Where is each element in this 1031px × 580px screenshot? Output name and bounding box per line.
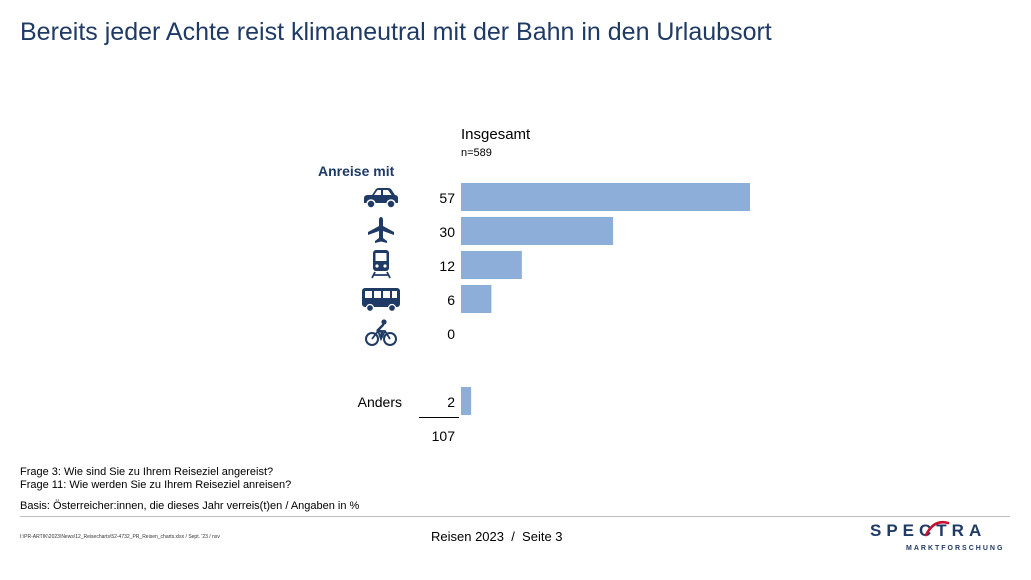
bar bbox=[461, 285, 492, 313]
data-label: 2 bbox=[447, 394, 455, 410]
footnote-question-11: Frage 11: Wie werden Sie zu Ihrem Reisez… bbox=[20, 479, 292, 491]
logo-subline: MARKTFORSCHUNG bbox=[906, 545, 1005, 552]
basis-note: Basis: Österreicher:innen, die dieses Ja… bbox=[20, 500, 360, 512]
page-footer: Reisen 2023 / Seite 3 bbox=[431, 529, 563, 544]
data-label: 30 bbox=[439, 224, 455, 240]
bar bbox=[461, 387, 472, 415]
plane-icon bbox=[360, 215, 402, 245]
data-label: 6 bbox=[447, 292, 455, 308]
car-icon bbox=[360, 183, 402, 213]
page-title: Bereits jeder Achte reist klimaneutral m… bbox=[20, 18, 772, 46]
bar bbox=[461, 217, 614, 245]
question-footnotes: Frage 3: Wie sind Sie zu Ihrem Reiseziel… bbox=[20, 466, 291, 492]
logo-swoosh-icon bbox=[924, 520, 950, 537]
bar bbox=[461, 251, 522, 279]
total-value: 107 bbox=[431, 428, 455, 444]
category-label: Anders bbox=[358, 394, 402, 410]
file-path: I:\PR-ARTIK\2023\News\12_Reisecharts\52-… bbox=[20, 534, 220, 540]
data-label: 57 bbox=[439, 190, 455, 206]
sum-divider bbox=[419, 417, 459, 418]
column-sample-size: n=589 bbox=[461, 147, 492, 159]
row-header: Anreise mit bbox=[318, 163, 395, 179]
bar bbox=[461, 183, 750, 211]
column-header: Insgesamt bbox=[461, 126, 531, 143]
train-icon bbox=[360, 249, 402, 279]
bicycle-icon bbox=[360, 318, 402, 348]
footer-divider bbox=[20, 516, 1010, 517]
footnote-question-3: Frage 3: Wie sind Sie zu Ihrem Reiseziel… bbox=[20, 466, 274, 478]
data-label: 12 bbox=[439, 258, 455, 274]
data-label: 0 bbox=[447, 326, 455, 342]
logo-wordmark: SPECTRA bbox=[870, 521, 987, 540]
bus-icon bbox=[360, 284, 402, 314]
spectra-logo: SPECTRA MARKTFORSCHUNG bbox=[870, 520, 1018, 561]
